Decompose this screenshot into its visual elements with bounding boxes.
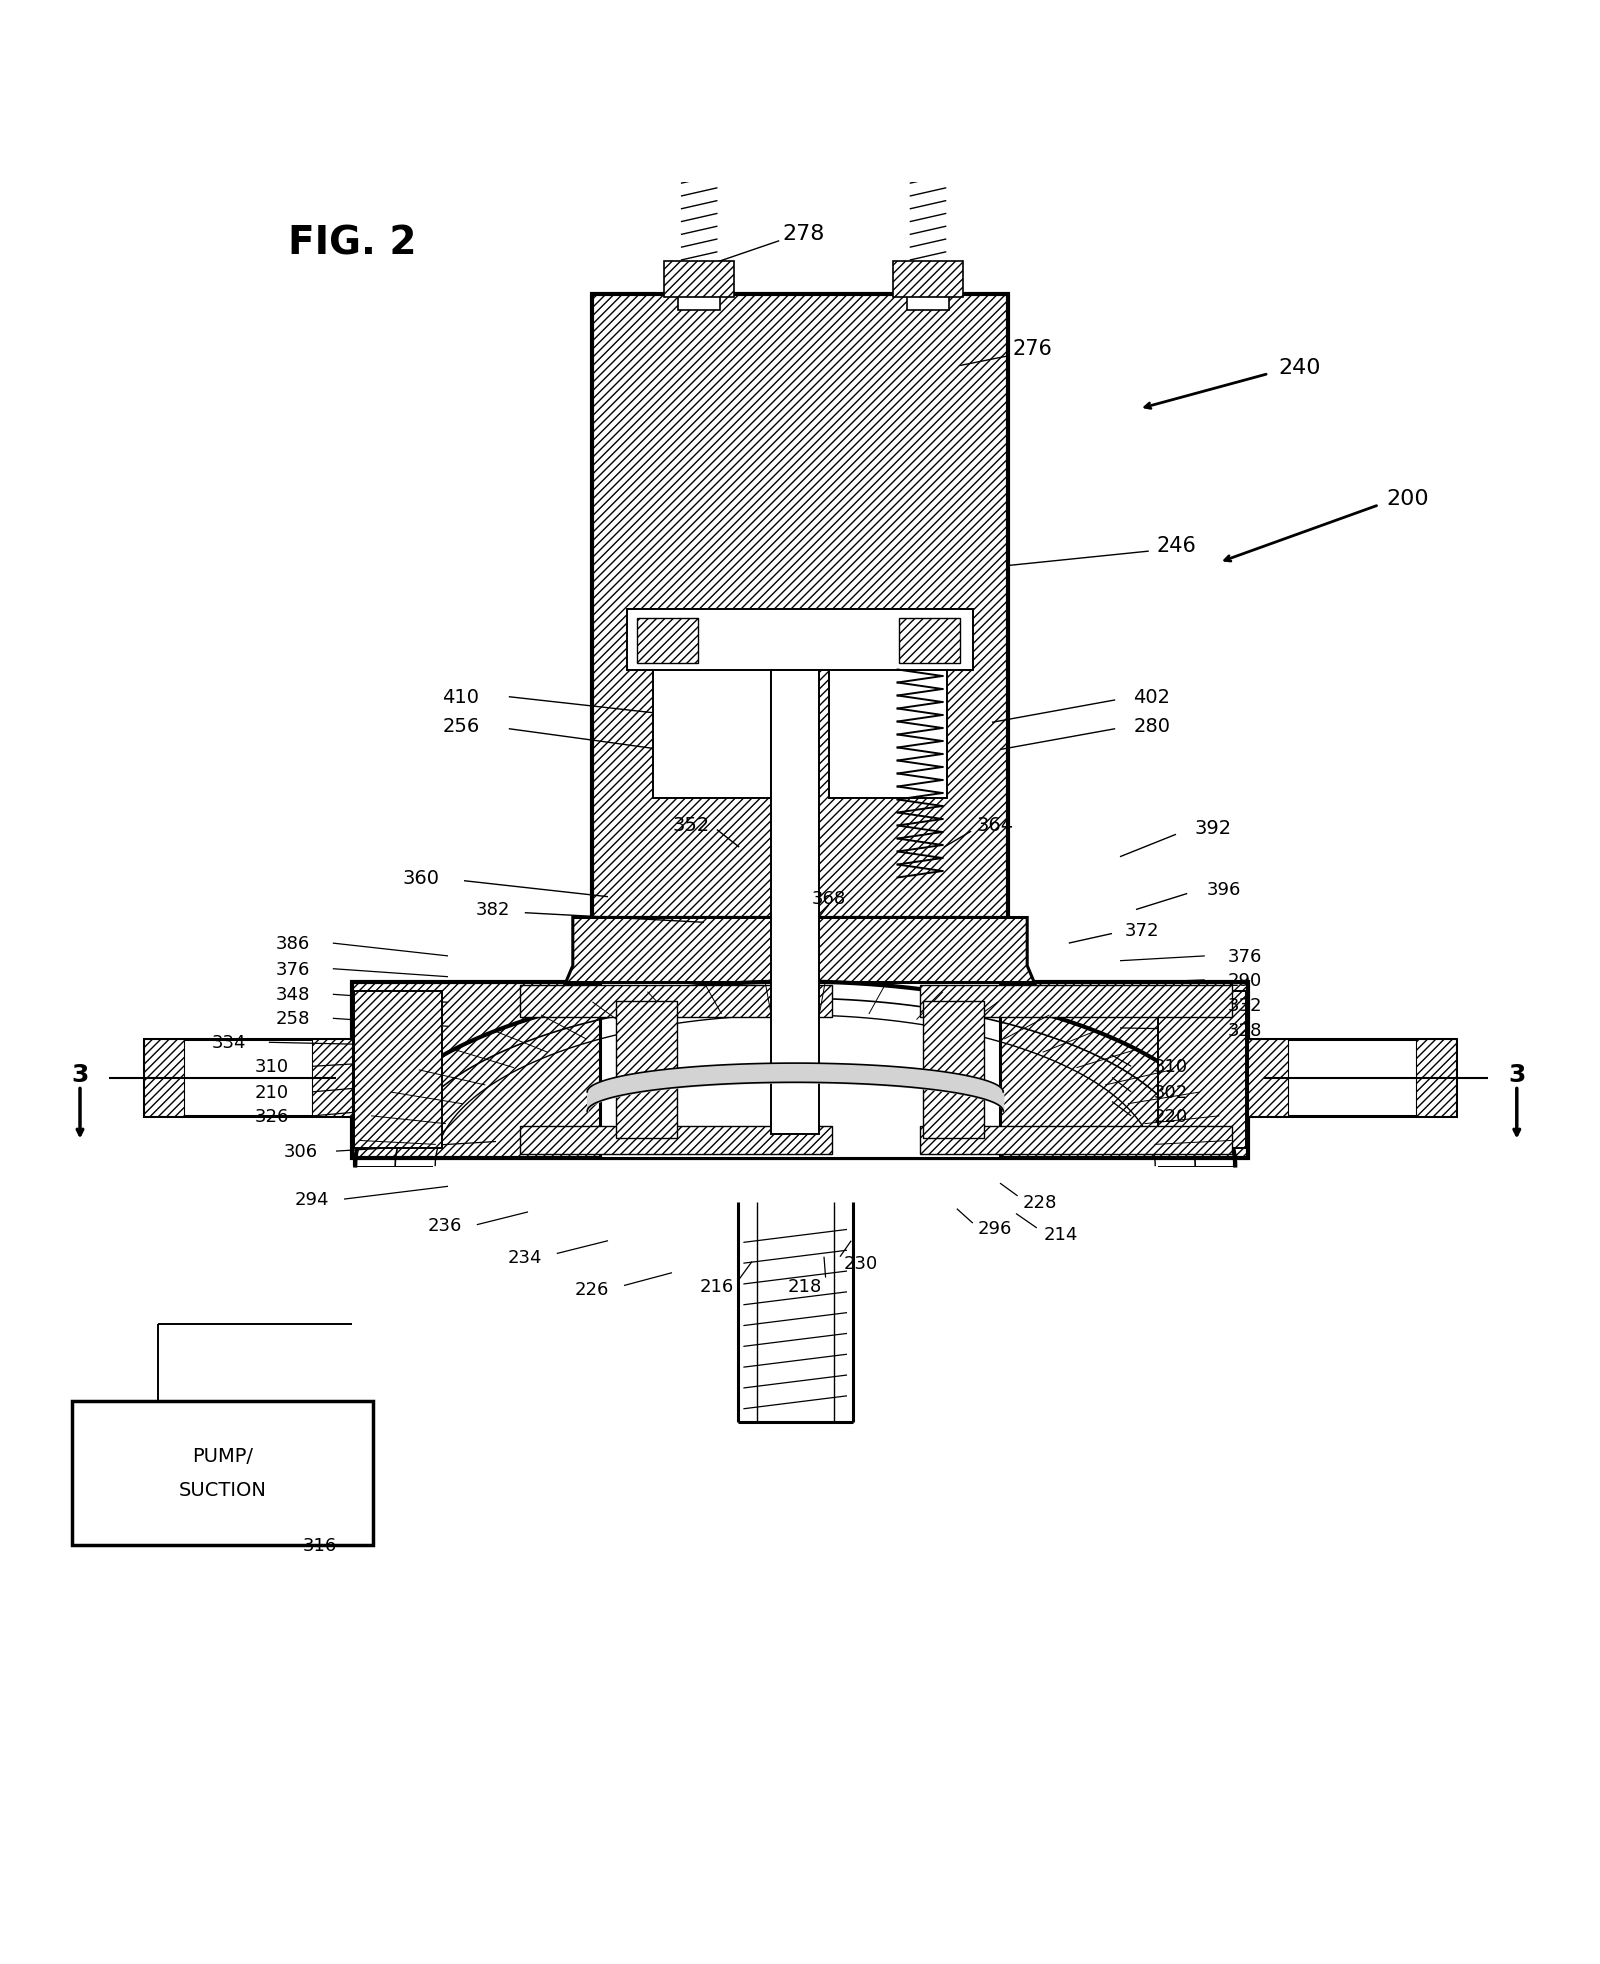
Bar bbox=[520, 1125, 832, 1155]
Text: 3: 3 bbox=[1509, 1063, 1525, 1086]
Bar bbox=[72, 1400, 373, 1546]
Bar bbox=[899, 619, 960, 664]
Text: 376: 376 bbox=[1227, 947, 1262, 966]
Text: 214: 214 bbox=[1043, 1226, 1078, 1243]
Text: 220: 220 bbox=[1154, 1108, 1189, 1125]
Bar bbox=[653, 662, 771, 797]
Text: 240: 240 bbox=[1278, 357, 1320, 377]
Text: 392: 392 bbox=[1194, 819, 1232, 839]
Text: 348: 348 bbox=[275, 986, 310, 1004]
Polygon shape bbox=[565, 917, 1035, 986]
Text: 210: 210 bbox=[254, 1084, 290, 1102]
Text: 256: 256 bbox=[442, 717, 480, 736]
Text: 376: 376 bbox=[275, 960, 310, 978]
Text: PUMP/: PUMP/ bbox=[192, 1446, 253, 1465]
Text: 326: 326 bbox=[254, 1108, 290, 1125]
Text: 310: 310 bbox=[1154, 1059, 1189, 1076]
Text: 306: 306 bbox=[283, 1143, 318, 1161]
Bar bbox=[907, 271, 949, 310]
Text: 236: 236 bbox=[427, 1216, 462, 1233]
Text: 302: 302 bbox=[1154, 1084, 1189, 1102]
Text: 258: 258 bbox=[275, 1009, 310, 1027]
Text: 218: 218 bbox=[787, 1277, 822, 1294]
Text: 230: 230 bbox=[843, 1255, 878, 1273]
Bar bbox=[923, 1002, 984, 1139]
Text: 386: 386 bbox=[275, 935, 310, 953]
Text: 246: 246 bbox=[1157, 536, 1195, 556]
Text: 364: 364 bbox=[976, 815, 1014, 835]
Bar bbox=[664, 263, 734, 299]
Bar bbox=[354, 992, 442, 1149]
Text: 296: 296 bbox=[978, 1220, 1013, 1237]
Text: 382: 382 bbox=[475, 901, 510, 919]
Text: 310: 310 bbox=[254, 1059, 290, 1076]
Text: 200: 200 bbox=[1387, 489, 1429, 509]
Text: 332: 332 bbox=[1227, 998, 1262, 1015]
Bar bbox=[1158, 992, 1246, 1149]
Text: 278: 278 bbox=[782, 224, 824, 244]
Bar bbox=[592, 295, 1008, 917]
Text: SUCTION: SUCTION bbox=[179, 1481, 266, 1500]
Bar bbox=[664, 124, 734, 159]
Text: 410: 410 bbox=[442, 687, 480, 707]
Text: 372: 372 bbox=[1125, 921, 1160, 941]
Text: 228: 228 bbox=[1022, 1194, 1058, 1212]
Bar bbox=[1248, 1039, 1288, 1116]
Bar bbox=[893, 263, 963, 299]
Bar bbox=[520, 986, 832, 1017]
Text: 294: 294 bbox=[294, 1190, 330, 1208]
Bar bbox=[616, 1002, 677, 1139]
Text: 234: 234 bbox=[507, 1247, 542, 1267]
Bar bbox=[627, 609, 973, 670]
Polygon shape bbox=[664, 124, 734, 159]
Text: 226: 226 bbox=[574, 1281, 610, 1298]
Bar bbox=[352, 982, 1248, 1159]
Bar bbox=[829, 662, 947, 797]
Text: 276: 276 bbox=[1013, 338, 1051, 359]
Bar bbox=[637, 619, 698, 664]
Bar bbox=[678, 271, 720, 310]
Bar bbox=[1416, 1039, 1456, 1116]
Text: 396: 396 bbox=[1206, 880, 1242, 898]
Text: 216: 216 bbox=[699, 1277, 734, 1294]
Text: 352: 352 bbox=[672, 815, 710, 835]
Bar bbox=[312, 1039, 352, 1116]
Text: 3: 3 bbox=[72, 1063, 88, 1086]
Text: 334: 334 bbox=[211, 1033, 246, 1053]
Bar bbox=[600, 982, 1000, 1159]
Text: 280: 280 bbox=[1133, 717, 1171, 736]
Bar bbox=[144, 1039, 352, 1116]
Bar bbox=[1248, 1039, 1456, 1116]
Text: 290: 290 bbox=[1227, 972, 1262, 990]
Text: FIG. 2: FIG. 2 bbox=[288, 224, 416, 261]
Text: 316: 316 bbox=[302, 1536, 338, 1554]
Bar bbox=[920, 1125, 1232, 1155]
Bar bbox=[920, 986, 1232, 1017]
Bar bbox=[771, 670, 819, 1133]
Text: 368: 368 bbox=[811, 890, 846, 907]
Polygon shape bbox=[893, 124, 963, 159]
Text: 360: 360 bbox=[402, 868, 440, 888]
Bar bbox=[893, 124, 963, 159]
Text: 328: 328 bbox=[1227, 1021, 1262, 1039]
Bar bbox=[144, 1039, 184, 1116]
Text: 402: 402 bbox=[1133, 687, 1171, 707]
